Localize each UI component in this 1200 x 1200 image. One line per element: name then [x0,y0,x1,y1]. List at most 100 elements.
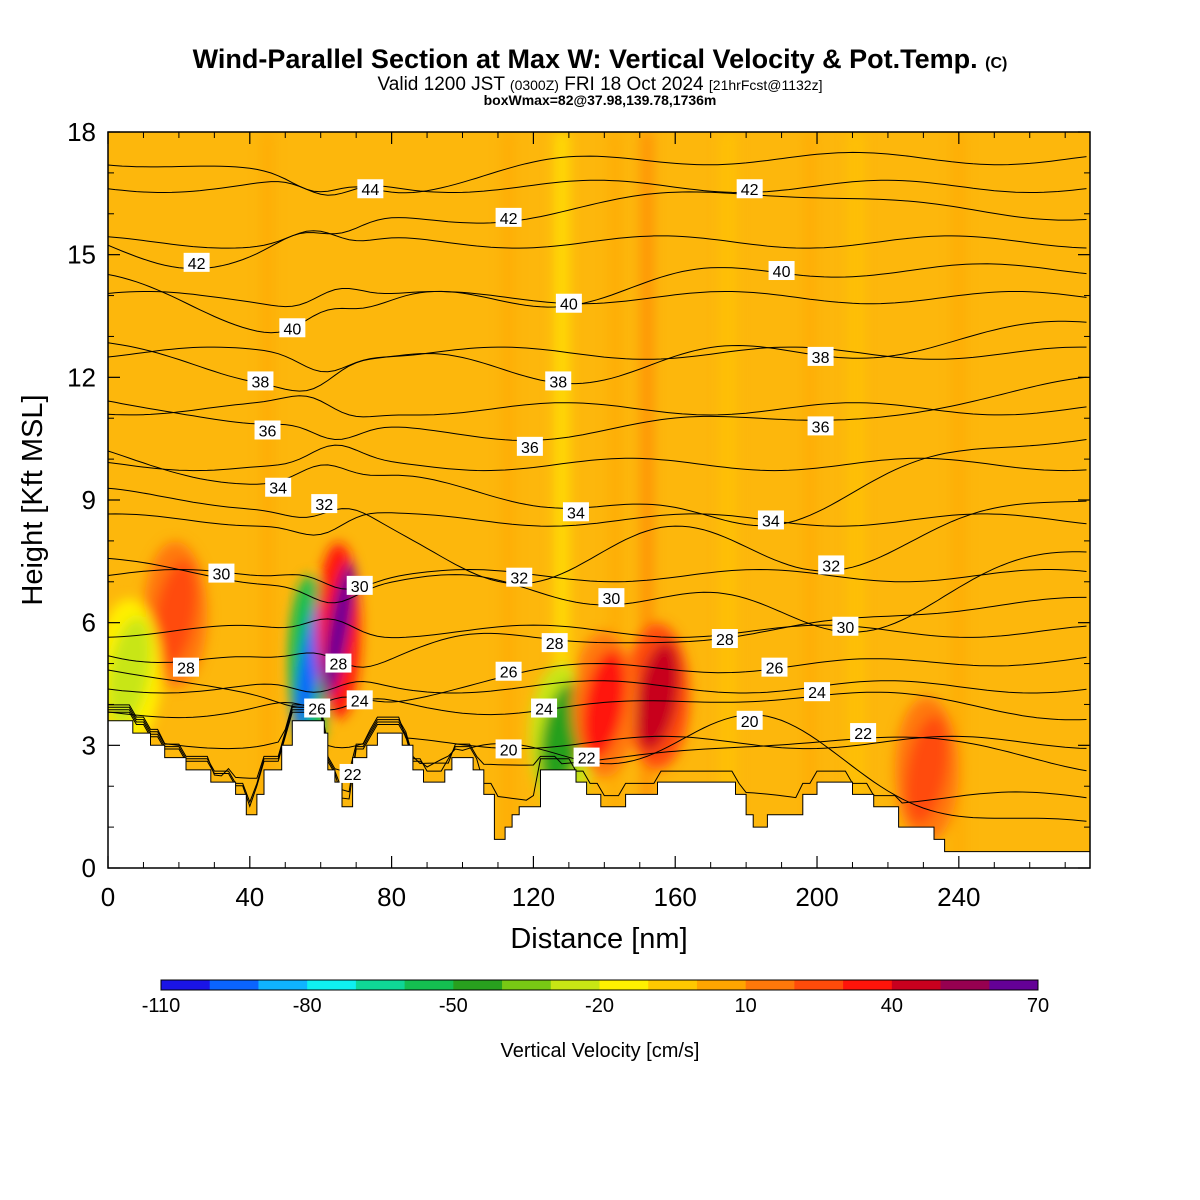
contour-label-box [736,710,763,730]
contour-label-text: 22 [344,767,362,784]
contour-label: 32 [818,555,845,575]
colorbar-segment [161,980,211,990]
contour-label-text: 20 [500,742,518,759]
colorbar-frame [160,979,1039,991]
isentrope-line [108,263,1087,334]
contour-label: 24 [346,690,373,710]
contour-label-box [541,633,568,653]
colorbar-label: Vertical Velocity [cm/s] [501,1040,700,1062]
contour-label-text: 44 [361,182,379,199]
terrain [108,720,1090,868]
contour-label-text: 42 [188,256,206,273]
isentrope-line [108,596,1087,668]
contour-label-box [832,616,859,636]
forecast-info: [21hrFcst@1132z] [708,77,823,93]
contour-label-text: 32 [315,497,333,514]
colorbar-tick-label: 40 [881,995,903,1017]
contour-label-box [531,698,558,718]
contour-label-text: 24 [808,685,826,702]
contour-label-box [768,261,795,281]
contour-label: 38 [247,371,274,391]
y-tick-label: 3 [82,730,96,760]
y-tick-label: 18 [67,117,96,147]
contour-label-text: 22 [854,726,872,743]
contour-label-box [183,252,210,272]
contour-label: 26 [304,698,331,719]
contour-label-box [757,510,784,530]
contour-label: 42 [183,252,210,273]
colorbar-segment [502,980,552,990]
contour-label: 24 [804,682,831,702]
colorbar: -110 -80 -50 -20 10 40 70 [142,979,1049,1017]
isentrope-line [108,151,1087,194]
contour-label: 34 [562,502,589,522]
contour-label-text: 28 [546,636,564,653]
contour-label: 20 [495,739,522,759]
contour-label-box [711,629,738,649]
velocity-streak [720,132,737,868]
isentrope-line [108,288,1087,308]
contour-label-box [172,657,199,677]
colorbar-tick-label: -110 [142,995,181,1017]
contour-label-text: 40 [560,297,578,314]
contour-label: 40 [279,318,306,338]
contour-label: 40 [555,293,582,314]
contour-label-box [495,661,522,681]
isentrope-line [108,179,1087,196]
x-tick-label: 160 [654,882,697,912]
colorbar-segment [940,980,990,990]
contour-label: 24 [531,698,558,719]
contour-label: 44 [357,179,384,199]
x-tick-label: 40 [235,882,264,912]
x-tick-label: 240 [937,882,980,912]
contour-label-text: 22 [578,751,596,768]
contour-label-text: 28 [716,632,734,649]
valid-utc: (0300Z) [509,77,559,93]
colorbar-tick-label: -50 [439,995,468,1017]
x-tick-label: 0 [101,882,115,912]
contour-label: 32 [506,567,533,588]
isentrope-line [108,512,1087,536]
contour-label-box [254,420,281,440]
contour-label-text: 42 [500,211,518,228]
colorbar-segment [599,980,649,990]
chart-box-info: boxWmax=82@37.98,139.78,1736m [483,92,717,108]
contour-label-box [545,371,572,391]
contour-label-text: 26 [766,661,784,678]
isentrope-line [108,551,1087,633]
contour-label-text: 20 [741,714,759,731]
colorbar-tick-label: 10 [735,995,757,1017]
contour-label-text: 28 [177,661,195,678]
contour-label-text: 26 [500,665,518,682]
contour-label: 22 [339,763,366,784]
isentrope-line [108,618,1087,639]
x-tick-label: 80 [377,882,406,912]
colorbar-segment [891,980,942,990]
velocity-streak [848,132,865,868]
contour-label-box [311,494,338,514]
contour-label: 28 [541,633,568,653]
contour-label-text: 30 [351,579,369,596]
contour-label-text: 30 [836,620,854,637]
theta-contour-labels: 44 42 42 42 40 40 40 38 38 38 36 36 36 34 34 34 32 32 32 30… [172,179,877,784]
contour-label-box [265,477,292,497]
contour-label: 42 [736,179,763,199]
isentrope-line [108,346,1087,373]
contour-label: 40 [768,261,795,281]
colorbar-segment [989,980,1039,990]
contour-label: 32 [311,494,338,514]
isentrope-line [108,230,1087,249]
contour-label-box [736,179,763,199]
contour-label-text: 30 [213,567,231,584]
velocity-feature [582,650,627,759]
valid-date: FRI 18 Oct 2024 [564,74,704,95]
valid-time: Valid 1200 JST [377,74,505,95]
colorbar-segment [550,980,600,990]
contour-label-box [516,436,543,456]
contour-label-box [495,739,522,759]
contour-label-box [325,653,352,673]
contour-label: 28 [325,653,352,674]
velocity-streak [952,132,965,868]
isentrope-line [108,680,1087,694]
contour-label-text: 28 [330,657,348,674]
